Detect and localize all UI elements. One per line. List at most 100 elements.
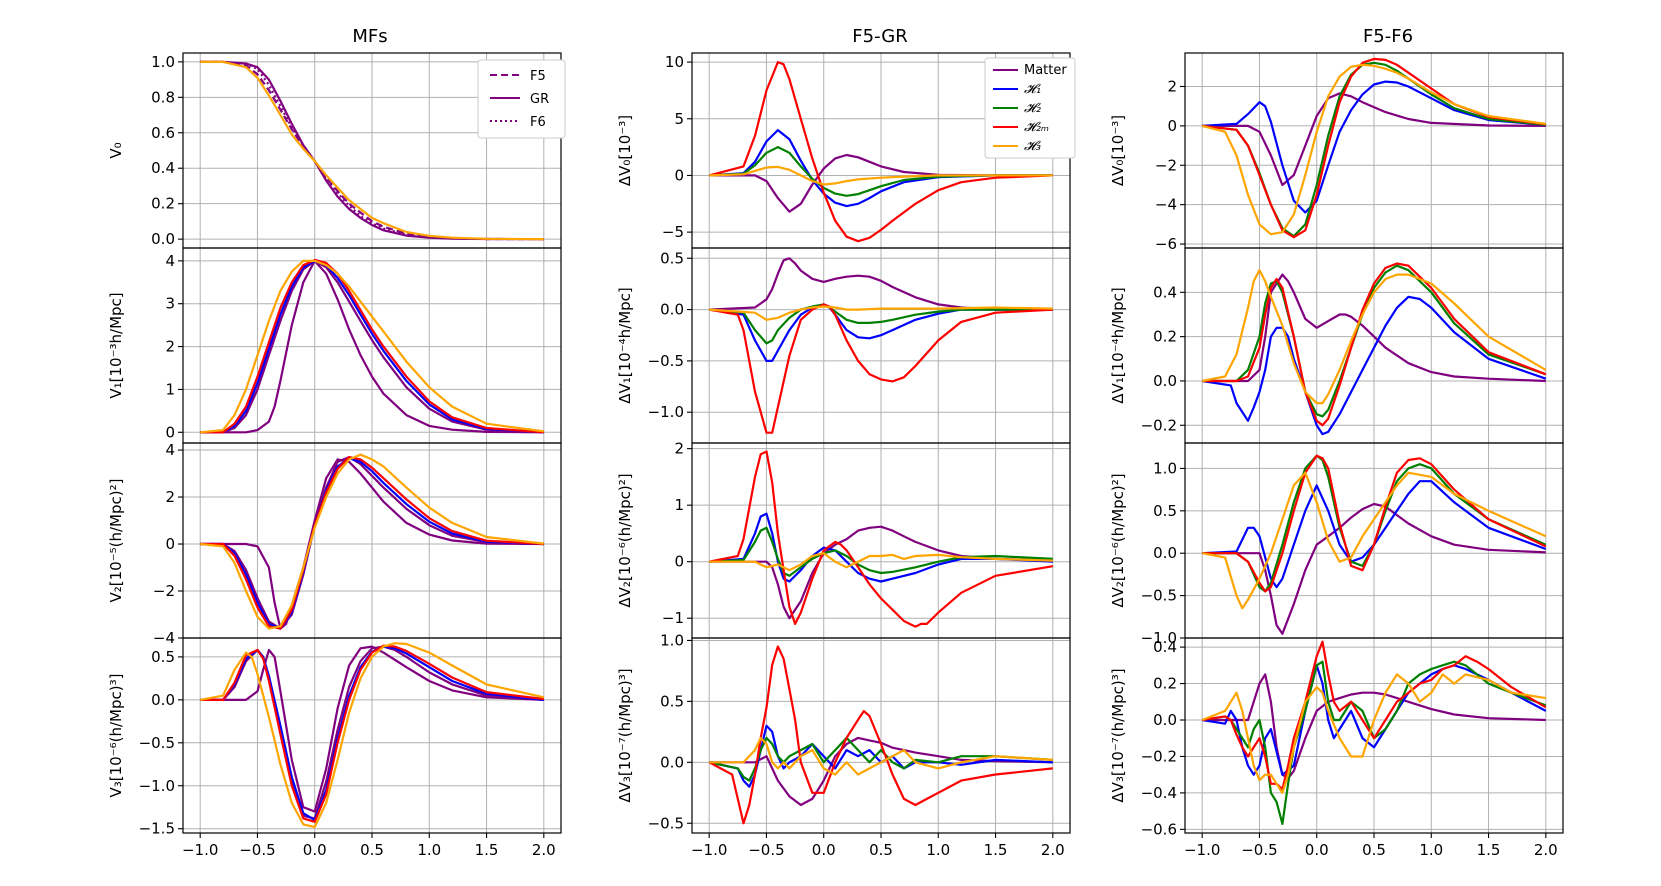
panel-f6-v1: −0.2 0.0 0.2 0.4 ΔV₁[10⁻⁴h/Mpc] xyxy=(1109,247,1564,444)
y-tick-label: 10 xyxy=(665,53,684,71)
series-line-f6-v1-h1 xyxy=(1202,295,1547,436)
grid-gr-v2 xyxy=(692,443,1070,638)
y-axis-label-mfs-v1: V₁[10⁻³h/Mpc] xyxy=(107,292,125,398)
y-tick-label: −1.0 xyxy=(1141,629,1177,647)
grid-gr-v1 xyxy=(692,248,1070,443)
series-line-f6-v0-h3 xyxy=(1201,63,1546,236)
series-line-f6-v1-h2m xyxy=(1202,262,1547,427)
y-axis-label-mfs-v3: V₃[10⁻⁶(h/Mpc)³] xyxy=(107,674,125,798)
column-titles: MFs F5-GR F5-F6 xyxy=(352,26,1413,47)
y-tick-label: −0.2 xyxy=(1141,416,1177,434)
y-tick-label: −1 xyxy=(662,609,684,627)
y-tick-label: 0.2 xyxy=(151,195,175,213)
y-tick-label: −0.5 xyxy=(648,352,684,370)
y-axis-label-f6-v1: ΔV₁[10⁻⁴h/Mpc] xyxy=(1109,287,1127,404)
y-tick-label: −0.5 xyxy=(139,734,175,752)
series-line-mfs-v1-e xyxy=(200,259,544,434)
series-line-gr-v3-matter xyxy=(709,736,1053,807)
x-tick-label: −1.0 xyxy=(1184,841,1220,859)
series-group-gr-v0 xyxy=(708,61,1053,243)
series-line-gr-v0-matter xyxy=(709,153,1053,213)
legend-label-h2m: 𝓗₂ₘ xyxy=(1024,120,1049,135)
grid-mfs-v3 xyxy=(183,638,561,833)
y-tick-label: 4 xyxy=(165,252,175,270)
column-title-f5-gr: F5-GR xyxy=(852,26,907,47)
y-axis-label-mfs-v2: V₂[10⁻⁵(h/Mpc)²] xyxy=(107,479,125,603)
series-line-gr-v0-h3 xyxy=(709,165,1053,186)
x-tick-label: 0.5 xyxy=(869,841,893,859)
series-line-f6-v0-h1 xyxy=(1202,80,1546,214)
y-tick-label: 1 xyxy=(674,496,684,514)
y-axis-label-gr-v1: ΔV₁[10⁻⁴h/Mpc] xyxy=(616,287,634,404)
panel-f6-v0: −6 −4 −2 0 2 ΔV₀[10⁻³] xyxy=(1109,52,1564,253)
y-tick-label: 1.0 xyxy=(660,631,684,649)
series-group-mfs-v2 xyxy=(200,453,544,630)
series-group-f6-v2 xyxy=(1201,454,1547,635)
x-tick-label: −1.0 xyxy=(691,841,727,859)
y-tick-label: 0.0 xyxy=(151,691,175,709)
y-tick-label: 2 xyxy=(165,338,175,356)
y-tick-label: 0.4 xyxy=(1153,283,1177,301)
y-tick-label: 0 xyxy=(165,423,175,441)
y-tick-label: 0.5 xyxy=(151,648,175,666)
panel-f6-v2: −1.0 −0.5 0.0 0.5 1.0 ΔV₂[10⁻⁶(h/Mpc)²] xyxy=(1109,442,1564,647)
x-tick-label: 2.0 xyxy=(1534,841,1558,859)
y-tick-label: −0.5 xyxy=(648,814,684,832)
y-tick-label: 0.0 xyxy=(1153,711,1177,729)
y-tick-label: 0 xyxy=(674,166,684,184)
series-line-mfs-v1-b xyxy=(200,259,544,434)
series-line-mfs-v1-d xyxy=(200,258,544,434)
axes-frame-f6-v3 xyxy=(1184,637,1564,834)
y-tick-label: 0.0 xyxy=(151,230,175,248)
y-tick-label: 0 xyxy=(674,553,684,571)
y-tick-label: 3 xyxy=(165,295,175,313)
x-tick-label: −1.0 xyxy=(182,841,218,859)
x-tick-label: 1.0 xyxy=(417,841,441,859)
legend-label-matter: Matter xyxy=(1024,63,1067,78)
series-line-gr-v2-h3 xyxy=(709,552,1053,572)
y-tick-label: 5 xyxy=(674,110,684,128)
y-tick-label: 2 xyxy=(674,440,684,458)
y-tick-label: 0.4 xyxy=(1153,638,1177,656)
y-tick-label: −6 xyxy=(1155,235,1177,253)
series-line-f6-v2-h3 xyxy=(1201,471,1547,610)
x-tick-label: −0.5 xyxy=(748,841,784,859)
x-tick-label: 0.5 xyxy=(360,841,384,859)
panel-mfs-v3: −1.5 −1.0 −0.5 0.0 0.5 −1.0 −0.5 0.0 0.5 1.0 1.5 2.… xyxy=(107,637,562,859)
y-tick-label: −1.0 xyxy=(648,403,684,421)
x-tick-label: 1.5 xyxy=(984,841,1008,859)
series-group-f6-v1 xyxy=(1201,262,1547,436)
y-tick-label: −0.6 xyxy=(1141,820,1177,838)
series-line-gr-v3-h2m xyxy=(708,645,1053,825)
y-tick-label: −1.5 xyxy=(139,820,175,838)
y-tick-label: 4 xyxy=(165,441,175,459)
y-tick-label: −1.0 xyxy=(139,777,175,795)
y-tick-label: 0.0 xyxy=(1153,372,1177,390)
y-tick-label: −0.4 xyxy=(1141,784,1177,802)
legend-mfs-label-f5: F5 xyxy=(530,69,546,84)
x-tick-label: 2.0 xyxy=(532,841,556,859)
x-tick-label: 2.0 xyxy=(1041,841,1065,859)
y-tick-label: 0.4 xyxy=(151,159,175,177)
x-tick-label: 0.0 xyxy=(1305,841,1329,859)
x-tick-label: −0.5 xyxy=(1241,841,1277,859)
y-tick-label: 0.2 xyxy=(1153,328,1177,346)
series-line-gr-v1-h2m xyxy=(709,303,1053,434)
grid-mfs-v1 xyxy=(183,248,561,443)
y-tick-label: 1 xyxy=(165,380,175,398)
series-line-gr-v1-matter xyxy=(709,257,1053,311)
y-tick-label: −2 xyxy=(1155,156,1177,174)
y-axis-label-f6-v0: ΔV₀[10⁻³] xyxy=(1109,115,1127,186)
panel-gr-v2: −1 0 1 2 ΔV₂[10⁻⁶(h/Mpc)²] xyxy=(616,440,1071,639)
column-title-f5-f6: F5-F6 xyxy=(1363,26,1413,47)
column-title-mfs: MFs xyxy=(352,26,387,47)
y-tick-label: 0.6 xyxy=(151,124,175,142)
legend-mfs-label-f6: F6 xyxy=(530,115,546,130)
y-tick-label: 0.5 xyxy=(660,249,684,267)
panel-gr-v1: −1.0 −0.5 0.0 0.5 ΔV₁[10⁻⁴h/Mpc] xyxy=(616,247,1071,444)
series-line-gr-v2-matter xyxy=(709,525,1053,620)
y-tick-label: 2 xyxy=(1167,77,1177,95)
series-group-f6-v3 xyxy=(1201,640,1547,825)
series-line-f6-v1-h3 xyxy=(1201,269,1547,405)
x-tick-label: 1.5 xyxy=(475,841,499,859)
